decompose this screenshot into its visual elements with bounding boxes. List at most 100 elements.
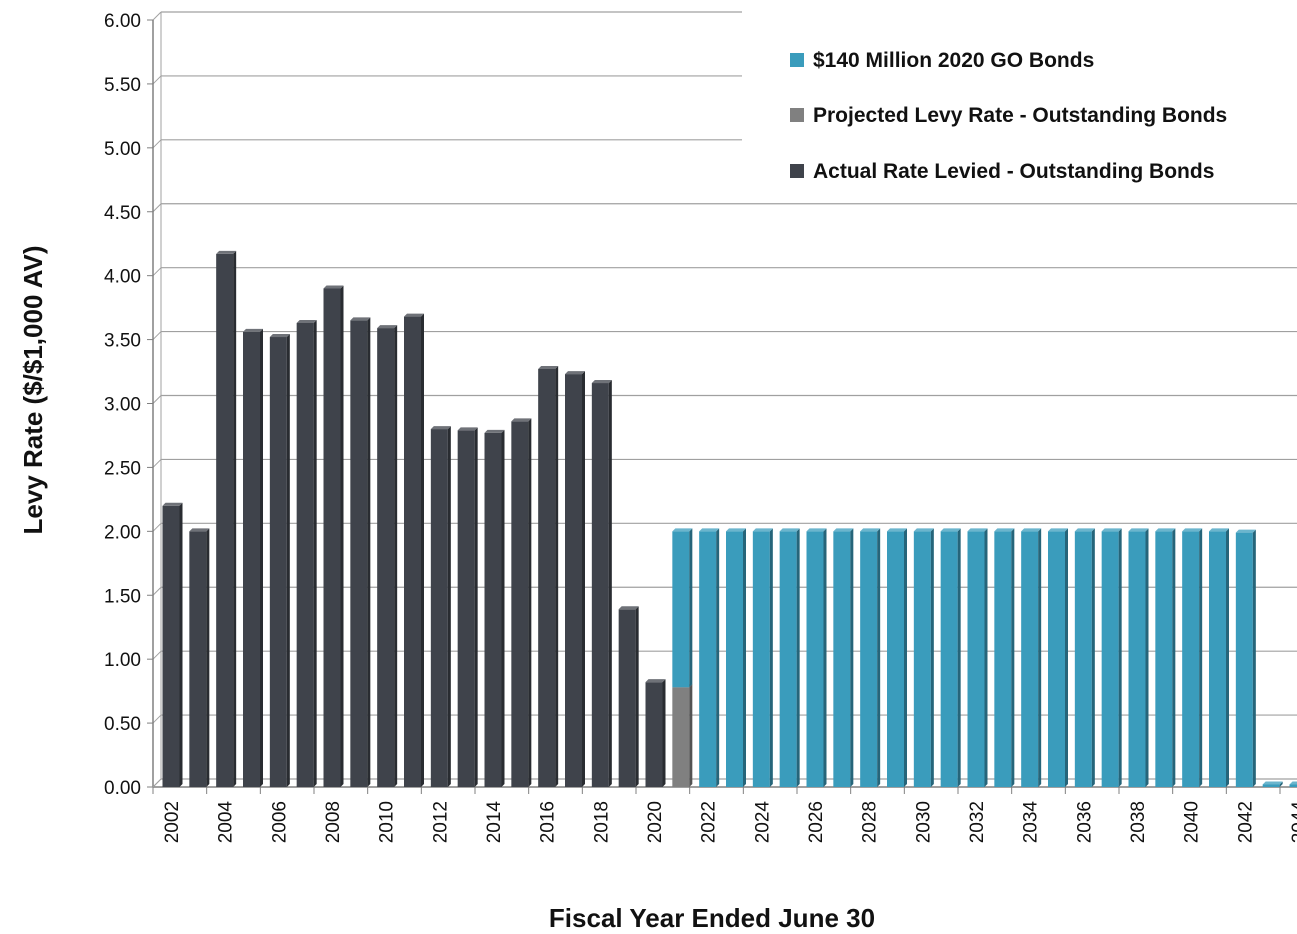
bar-front: [162, 505, 180, 787]
x-tick-label: 2002: [162, 801, 183, 843]
gridline-depth: [152, 11, 162, 21]
bar-top: [323, 285, 344, 289]
bar-side: [823, 528, 827, 787]
bar-front: [1021, 531, 1039, 787]
bar-top: [1262, 781, 1283, 785]
x-tick-label: 2044: [1289, 801, 1297, 844]
bar-side: [582, 371, 585, 787]
x-tick-label: 2012: [430, 801, 451, 843]
bar-front: [779, 531, 797, 787]
gridline-depth: [152, 267, 162, 277]
bar-side: [769, 528, 773, 787]
bar-front: [967, 531, 985, 787]
bar-2004-series-0: [216, 250, 237, 787]
bar-side: [394, 325, 398, 787]
bar-top: [1235, 529, 1256, 533]
bar-top: [162, 502, 183, 506]
x-tick-label: 2020: [645, 801, 666, 843]
bar-top: [752, 528, 773, 532]
bar-front: [511, 421, 529, 787]
bar-top: [189, 528, 210, 532]
gridline-depth: [152, 714, 162, 724]
y-tick-label: 1.50: [104, 586, 141, 607]
bar-side: [1118, 528, 1122, 787]
gridline-depth: [152, 522, 162, 532]
bar-side: [260, 328, 263, 787]
bar-2033-series-2: [994, 528, 1015, 787]
bar-side: [608, 380, 612, 787]
bar-top: [887, 528, 907, 532]
bar-front: [1182, 531, 1200, 787]
bar-top: [565, 371, 585, 375]
bar-top: [913, 528, 934, 532]
axes: [147, 12, 1297, 794]
gridline-depth: [152, 139, 162, 149]
bar-2036-series-2: [1074, 528, 1095, 787]
gridline-depth: [152, 75, 162, 85]
bar-side: [313, 319, 317, 787]
bar-front: [1128, 531, 1146, 787]
bar-side: [206, 528, 210, 787]
bar-front: [243, 331, 260, 787]
x-tick-labels: 2002 2004 2006 2008 2010 2012 2014 2016 2018 2020…: [162, 801, 1297, 844]
bar-side: [1038, 528, 1042, 787]
bar-side: [233, 250, 237, 787]
legend-label: $140 Million 2020 GO Bonds: [813, 49, 1094, 72]
gridline-depth: [152, 203, 162, 213]
y-tick-label: 0.50: [104, 714, 141, 735]
bar-side: [984, 528, 988, 787]
bar-front: [940, 531, 958, 787]
x-tick-label: 2024: [752, 801, 773, 844]
bar-front: [323, 288, 341, 787]
bar-2021-series-2: [672, 528, 693, 688]
bar-front: [269, 337, 287, 787]
bar-front: [457, 430, 475, 787]
bar-top: [404, 313, 424, 317]
bar-top: [967, 528, 988, 532]
bar-top: [1209, 528, 1229, 532]
x-tick-label: 2036: [1074, 801, 1095, 843]
bar-top: [618, 606, 639, 610]
bar-side: [635, 606, 639, 787]
bar-2023-series-2: [726, 528, 746, 787]
bar-front: [726, 531, 743, 787]
bar-top: [1289, 781, 1297, 785]
bar-side: [689, 528, 693, 688]
bar-2032-series-2: [967, 528, 988, 787]
bar-top: [860, 528, 881, 532]
gridline-depth: [152, 331, 162, 340]
bar-side: [689, 684, 693, 787]
gridline-depth: [152, 586, 162, 596]
bar-side: [850, 528, 854, 787]
x-tick-label: 2032: [967, 801, 988, 843]
bar-front: [1101, 531, 1119, 787]
y-tick-label: 3.00: [104, 395, 141, 416]
bar-side: [904, 528, 907, 787]
x-tick-label: 2038: [1128, 801, 1149, 843]
bar-front: [806, 531, 824, 787]
bar-2015-series-0: [511, 418, 532, 787]
bar-top: [779, 528, 800, 532]
bar-side: [340, 285, 344, 787]
bar-2014-series-0: [484, 429, 505, 787]
x-tick-label: 2006: [269, 801, 290, 843]
bar-2044-series-2: [1289, 781, 1297, 787]
bar-side: [1226, 528, 1229, 787]
y-tick-label: 5.50: [104, 75, 141, 96]
bar-side: [1252, 529, 1256, 787]
y-tick-label: 5.00: [104, 139, 141, 160]
bar-side: [1172, 528, 1176, 787]
bar-2012-series-0: [430, 426, 451, 787]
bar-side: [367, 317, 371, 787]
bar-front: [591, 383, 609, 787]
bar-side: [957, 528, 961, 787]
bar-top: [484, 429, 505, 433]
y-tick-label: 4.00: [104, 267, 141, 288]
bar-front: [860, 531, 878, 787]
bar-side: [447, 426, 451, 787]
x-tick-label: 2022: [699, 801, 720, 843]
bar-front: [1235, 532, 1253, 787]
bar-front: [887, 531, 904, 787]
y-tick-label: 6.00: [104, 11, 141, 32]
